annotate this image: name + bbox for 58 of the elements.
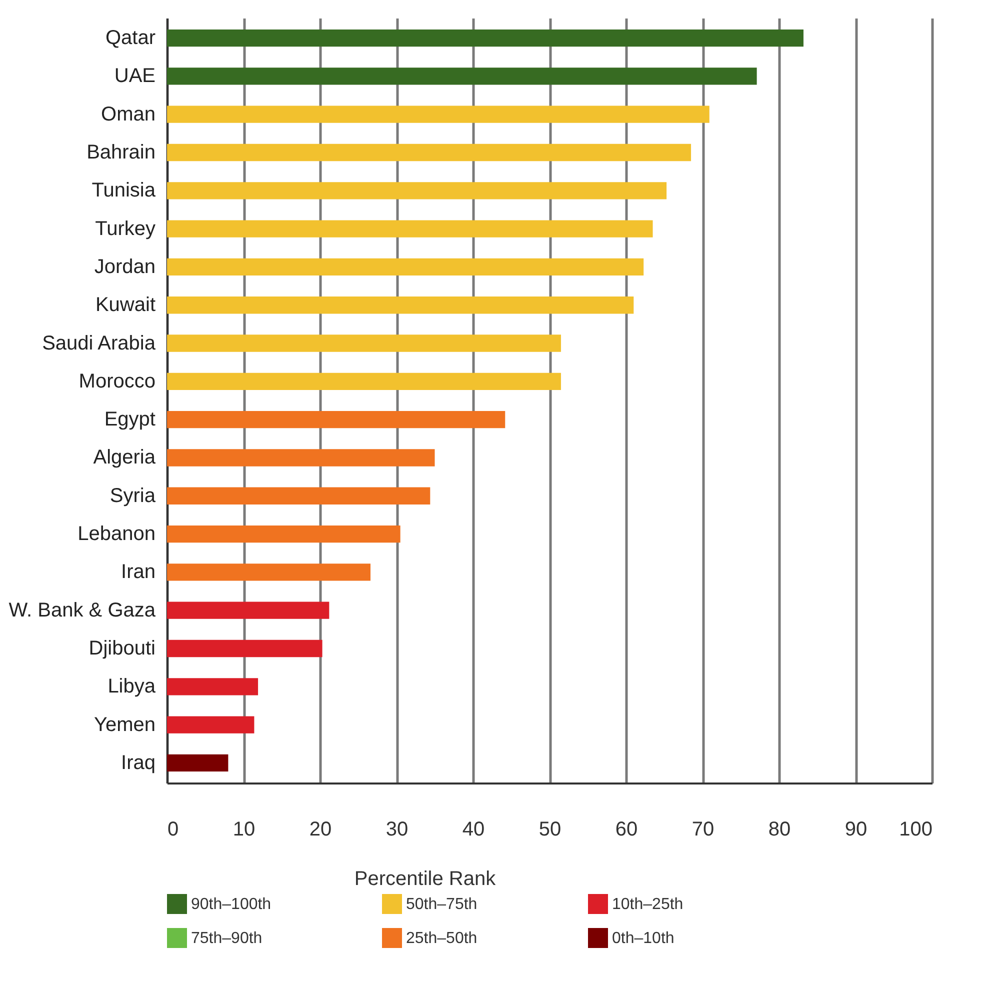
x-tick-label: 60 (615, 818, 638, 840)
x-tick-label: 10 (232, 818, 256, 840)
legend-label: 75th–90th (191, 930, 262, 947)
bar (167, 29, 804, 47)
bar (167, 106, 710, 123)
bar (167, 334, 561, 352)
bar (167, 68, 757, 85)
x-tick-label: 100 (899, 818, 932, 840)
y-tick-label: Saudi Arabia (42, 332, 156, 354)
y-tick-label: Libya (108, 676, 156, 698)
y-tick-label: Jordan (94, 256, 156, 278)
legend-label: 90th–100th (191, 896, 272, 913)
bar (167, 372, 561, 390)
y-tick-label: Iraq (121, 752, 156, 774)
x-tick-label: 50 (538, 818, 562, 840)
legend-label: 10th–25th (612, 896, 684, 913)
y-tick-label: Lebanon (78, 523, 156, 546)
y-tick-label: Morocco (78, 370, 156, 392)
y-tick-label: Djibouti (88, 638, 156, 660)
legend-label: 25th–50th (406, 930, 478, 947)
bar (167, 716, 254, 734)
bar (167, 410, 506, 428)
y-tick-label: Turkey (95, 218, 156, 240)
bar (167, 754, 228, 772)
bar (167, 258, 644, 276)
bar (167, 449, 435, 466)
bar (167, 296, 634, 314)
y-tick-label: W. Bank & Gaza (8, 599, 156, 622)
legend-label: 0th–10th (612, 930, 674, 947)
y-tick-label: Tunisia (92, 180, 156, 202)
x-tick-label: 40 (462, 818, 485, 840)
legend-title: Percentile Rank (354, 868, 497, 890)
bar (167, 220, 653, 238)
bar (167, 487, 430, 504)
x-tick-label: 30 (386, 818, 408, 840)
x-tick-label: 20 (309, 818, 332, 840)
x-tick-label: 0 (168, 818, 179, 840)
bar (167, 602, 330, 619)
y-tick-label: Bahrain (86, 141, 156, 164)
x-tick-label: 90 (844, 818, 868, 840)
bar (167, 182, 667, 200)
y-tick-label: Egypt (104, 408, 156, 431)
y-tick-label: UAE (114, 65, 156, 88)
y-tick-label: Yemen (94, 714, 156, 736)
bar (167, 640, 322, 658)
y-tick-label: Kuwait (95, 294, 156, 316)
y-tick-label: Algeria (93, 446, 156, 469)
legend-label: 50th–75th (406, 896, 478, 913)
x-tick-label: 80 (768, 818, 791, 840)
bar (167, 564, 370, 581)
y-tick-label: Oman (101, 103, 156, 126)
bar (167, 525, 400, 543)
y-tick-label: Syria (110, 484, 156, 507)
x-tick-label: 70 (692, 818, 714, 840)
y-tick-label: Qatar (105, 27, 156, 50)
y-tick-label: Iran (121, 561, 156, 584)
bar (167, 678, 258, 696)
bar (167, 144, 692, 162)
